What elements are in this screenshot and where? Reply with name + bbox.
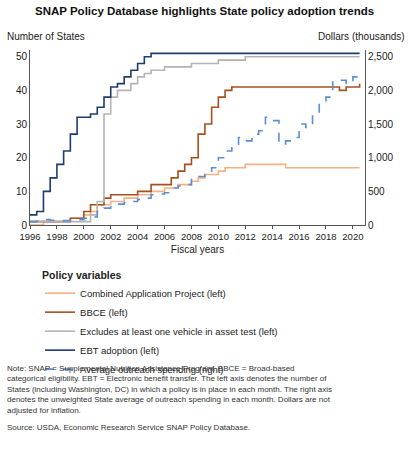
- svg-text:BBCE (left): BBCE (left): [80, 307, 128, 318]
- svg-text:2006: 2006: [154, 231, 175, 242]
- svg-text:40: 40: [16, 85, 28, 96]
- svg-text:2000: 2000: [73, 231, 94, 242]
- svg-text:2018: 2018: [315, 231, 336, 242]
- svg-text:Number of States: Number of States: [7, 31, 85, 42]
- svg-text:Policy variables: Policy variables: [42, 269, 122, 281]
- svg-text:Dollars (thousands): Dollars (thousands): [318, 31, 405, 42]
- svg-text:Excludes at least one vehicle: Excludes at least one vehicle in asset t…: [80, 326, 277, 337]
- svg-text:20: 20: [16, 152, 28, 163]
- svg-text:1,000: 1,000: [368, 152, 393, 163]
- svg-text:EBT adoption (left): EBT adoption (left): [80, 345, 159, 356]
- svg-text:10: 10: [16, 186, 28, 197]
- svg-text:1,500: 1,500: [368, 119, 393, 130]
- svg-text:50: 50: [16, 51, 28, 62]
- svg-text:2020: 2020: [342, 231, 363, 242]
- svg-text:Combined Application Project (: Combined Application Project (left): [80, 288, 226, 299]
- svg-text:2010: 2010: [208, 231, 229, 242]
- svg-text:1998: 1998: [46, 231, 67, 242]
- svg-text:2012: 2012: [235, 231, 256, 242]
- svg-text:30: 30: [16, 119, 28, 130]
- svg-text:2014: 2014: [262, 231, 283, 242]
- svg-text:0: 0: [368, 220, 374, 231]
- svg-text:2,000: 2,000: [368, 85, 393, 96]
- svg-text:2016: 2016: [289, 231, 310, 242]
- svg-text:2004: 2004: [127, 231, 148, 242]
- svg-text:2008: 2008: [181, 231, 202, 242]
- svg-text:2002: 2002: [100, 231, 121, 242]
- svg-text:0: 0: [21, 220, 27, 231]
- svg-text:Average outreach spending (rig: Average outreach spending (right): [80, 364, 223, 375]
- svg-text:Source: USDA, Economic Researc: Source: USDA, Economic Research Service …: [7, 423, 250, 432]
- svg-text:1996: 1996: [19, 231, 40, 242]
- svg-text:2,500: 2,500: [368, 51, 393, 62]
- svg-text:500: 500: [368, 186, 385, 197]
- svg-text:Note: SNAP = Supplemental Nutr: Note: SNAP = Supplemental Nutrition Assi…: [7, 364, 332, 415]
- svg-text:Fiscal years: Fiscal years: [171, 244, 224, 255]
- svg-text:SNAP Policy Database highlight: SNAP Policy Database highlights State po…: [35, 5, 374, 17]
